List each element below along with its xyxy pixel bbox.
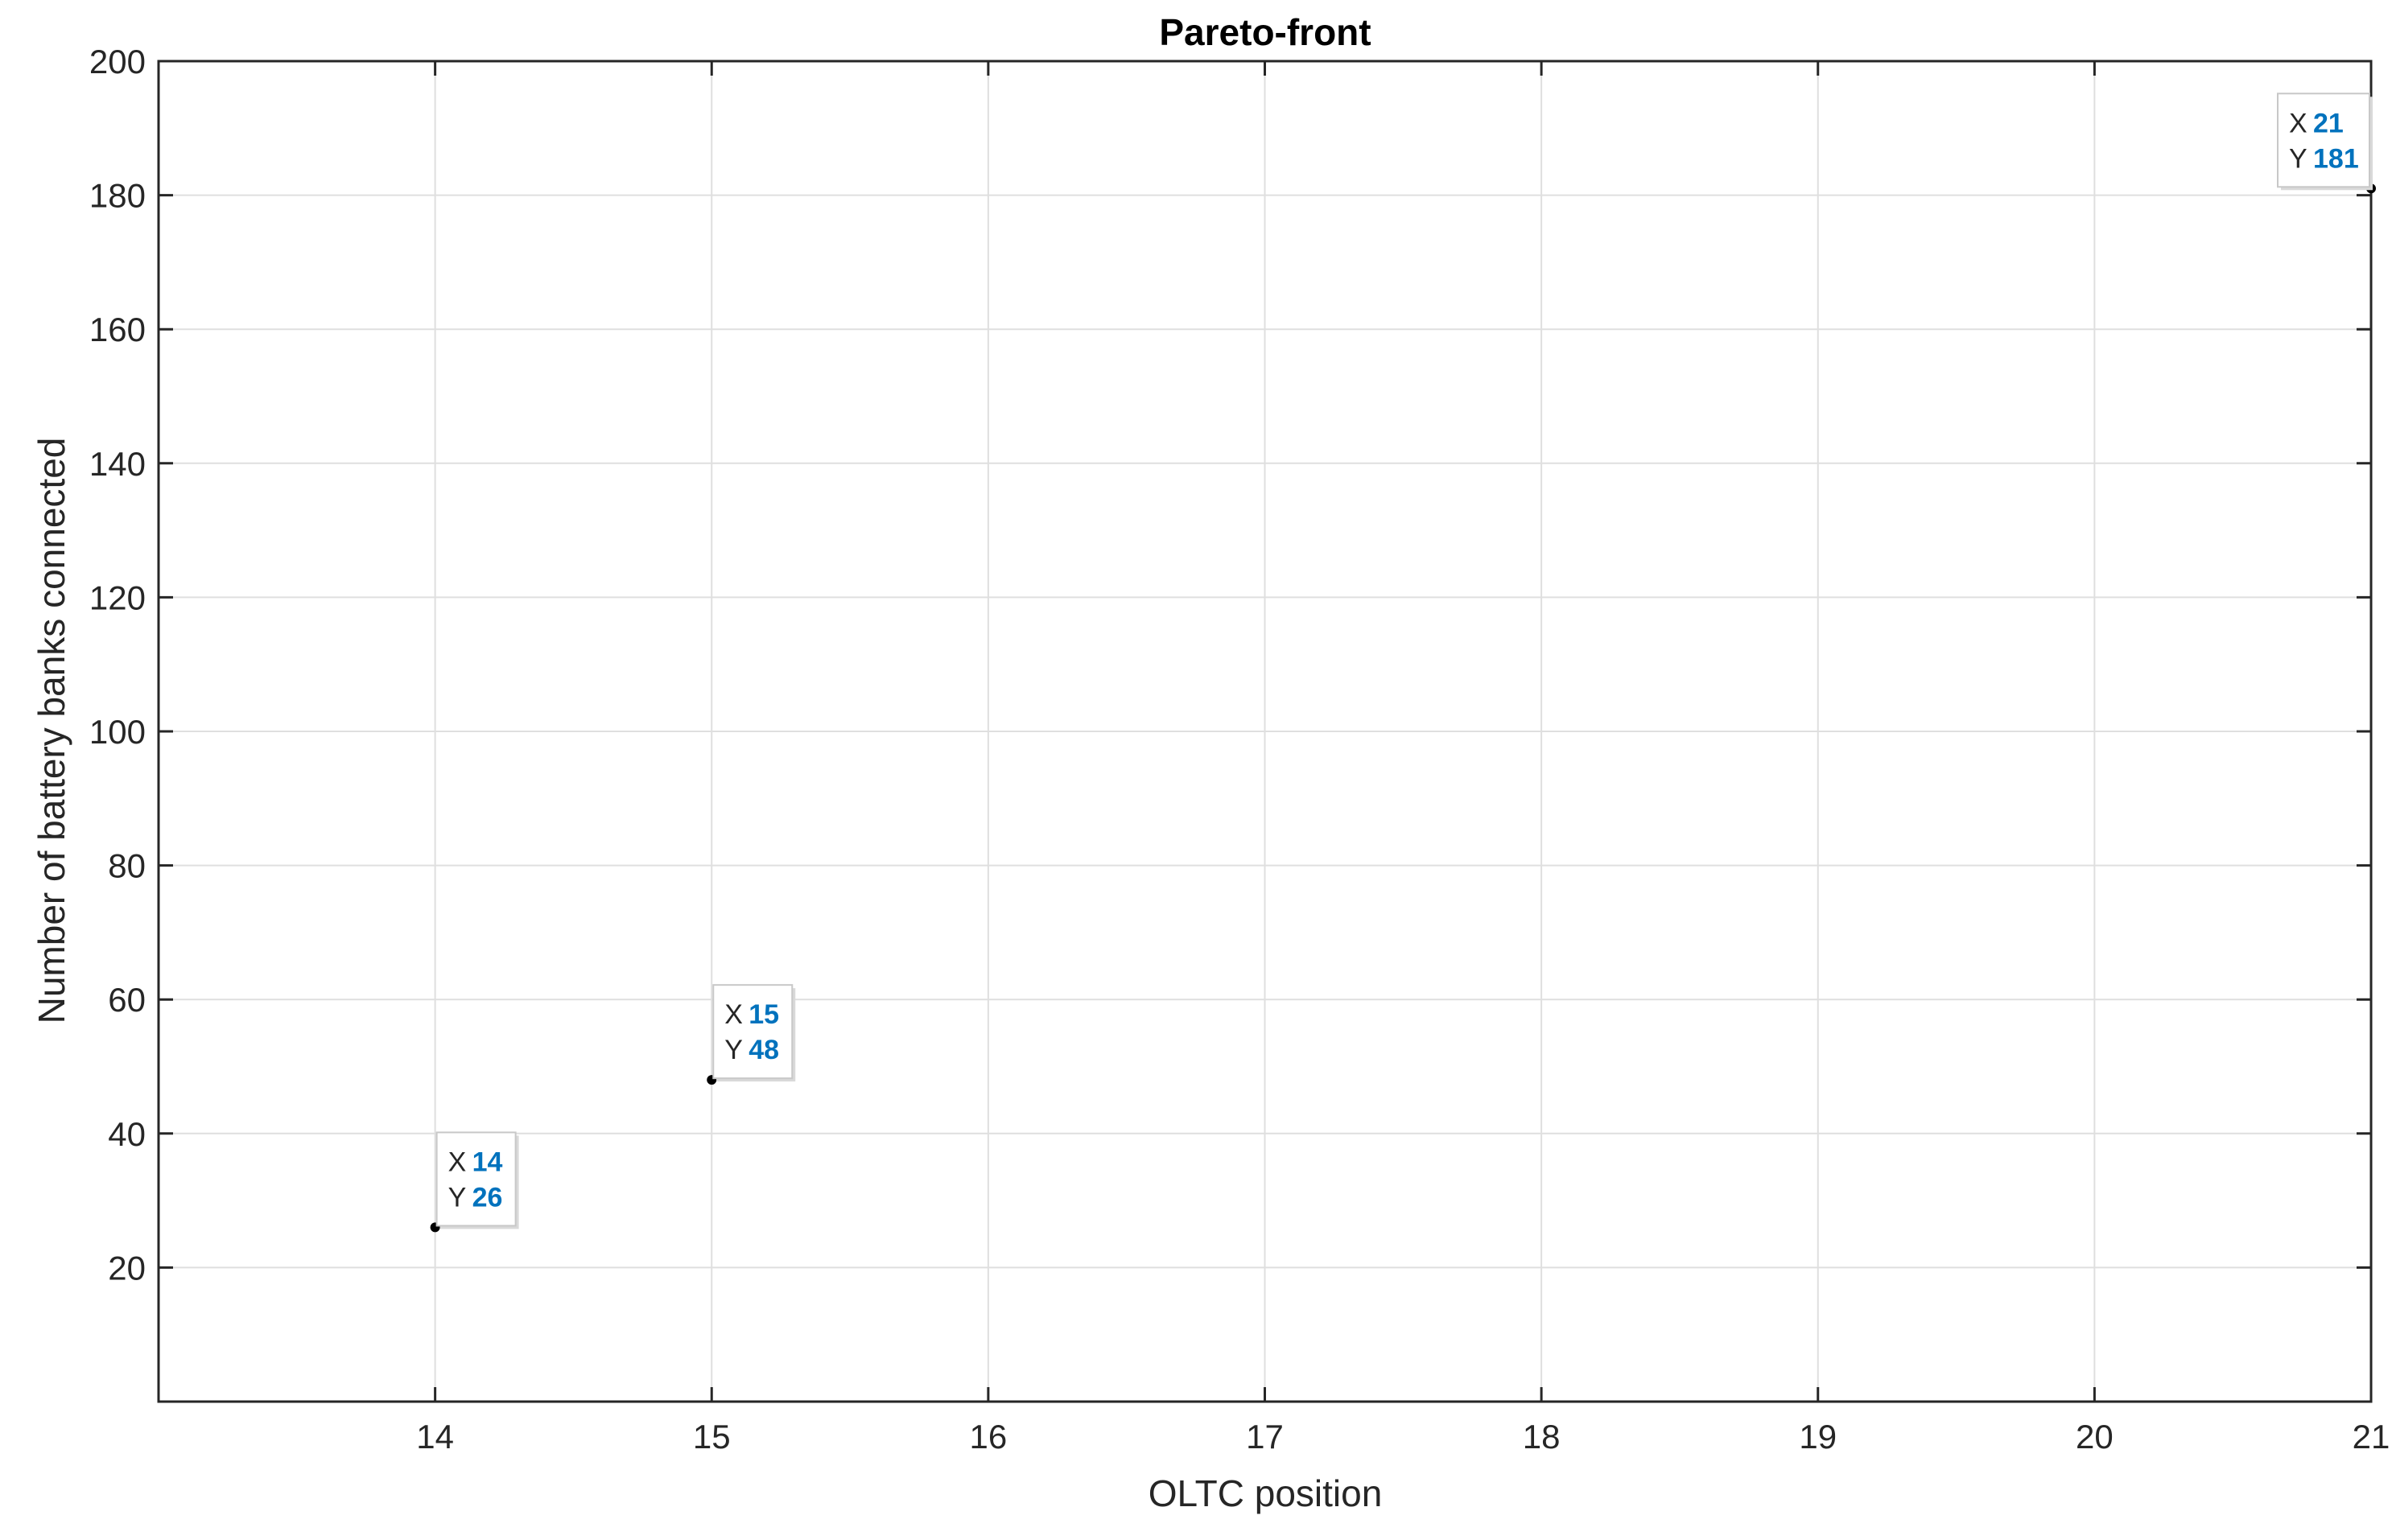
y-tick-label: 200 [89, 43, 146, 80]
y-tick-label: 140 [89, 445, 146, 483]
x-tick-label: 21 [2353, 1418, 2390, 1456]
datatip: X 15Y 48 [712, 984, 796, 1082]
x-tick-label: 14 [416, 1418, 454, 1456]
x-tick-label: 17 [1246, 1418, 1284, 1456]
chart-title: Pareto-front [1159, 11, 1371, 53]
datatip-x-value: 15 [749, 999, 779, 1030]
x-tick-label: 16 [970, 1418, 1008, 1456]
x-axis-label: OLTC position [1149, 1472, 1383, 1514]
x-tick-label: 15 [693, 1418, 731, 1456]
y-tick-label: 100 [89, 713, 146, 751]
datatip: X 14Y 26 [435, 1131, 519, 1229]
y-axis-label: Number of battery banks connected [31, 438, 72, 1024]
datatip: X 21Y 181 [2277, 93, 2373, 191]
ticks: 14 15 16 17 18 19 20 21 20 40 60 80 100 120 140 160 180 2… [89, 43, 2390, 1456]
datatip-y-label: Y [2289, 143, 2307, 174]
x-tick-label: 19 [1799, 1418, 1837, 1456]
y-tick-label: 20 [108, 1249, 146, 1287]
y-tick-label: 40 [108, 1115, 146, 1153]
y-tick-label: 160 [89, 311, 146, 348]
datatip-x-label: X [2289, 108, 2307, 138]
datatip-box [2277, 93, 2370, 188]
y-tick-label: 60 [108, 981, 146, 1019]
datatip-y-value: 48 [749, 1035, 779, 1065]
datatip-y-label: Y [724, 1035, 743, 1065]
datatip-y-value: 181 [2313, 143, 2359, 174]
datatip-y-label: Y [448, 1182, 467, 1213]
datatip-x-label: X [724, 999, 743, 1030]
datatip-x-value: 14 [472, 1147, 503, 1177]
y-tick-label: 180 [89, 177, 146, 215]
datatip-box [435, 1131, 517, 1227]
datatip-box [712, 984, 794, 1080]
x-tick-label: 20 [2076, 1418, 2114, 1456]
y-tick-label: 120 [89, 579, 146, 616]
datatip-x-value: 21 [2313, 108, 2344, 138]
datatip-x-label: X [448, 1147, 467, 1177]
datatips: X 14Y 26X 15Y 48X 21Y 181 [435, 93, 2373, 1229]
datatip-y-value: 26 [472, 1182, 503, 1213]
x-tick-label: 18 [1523, 1418, 1561, 1456]
y-tick-label: 80 [108, 847, 146, 885]
